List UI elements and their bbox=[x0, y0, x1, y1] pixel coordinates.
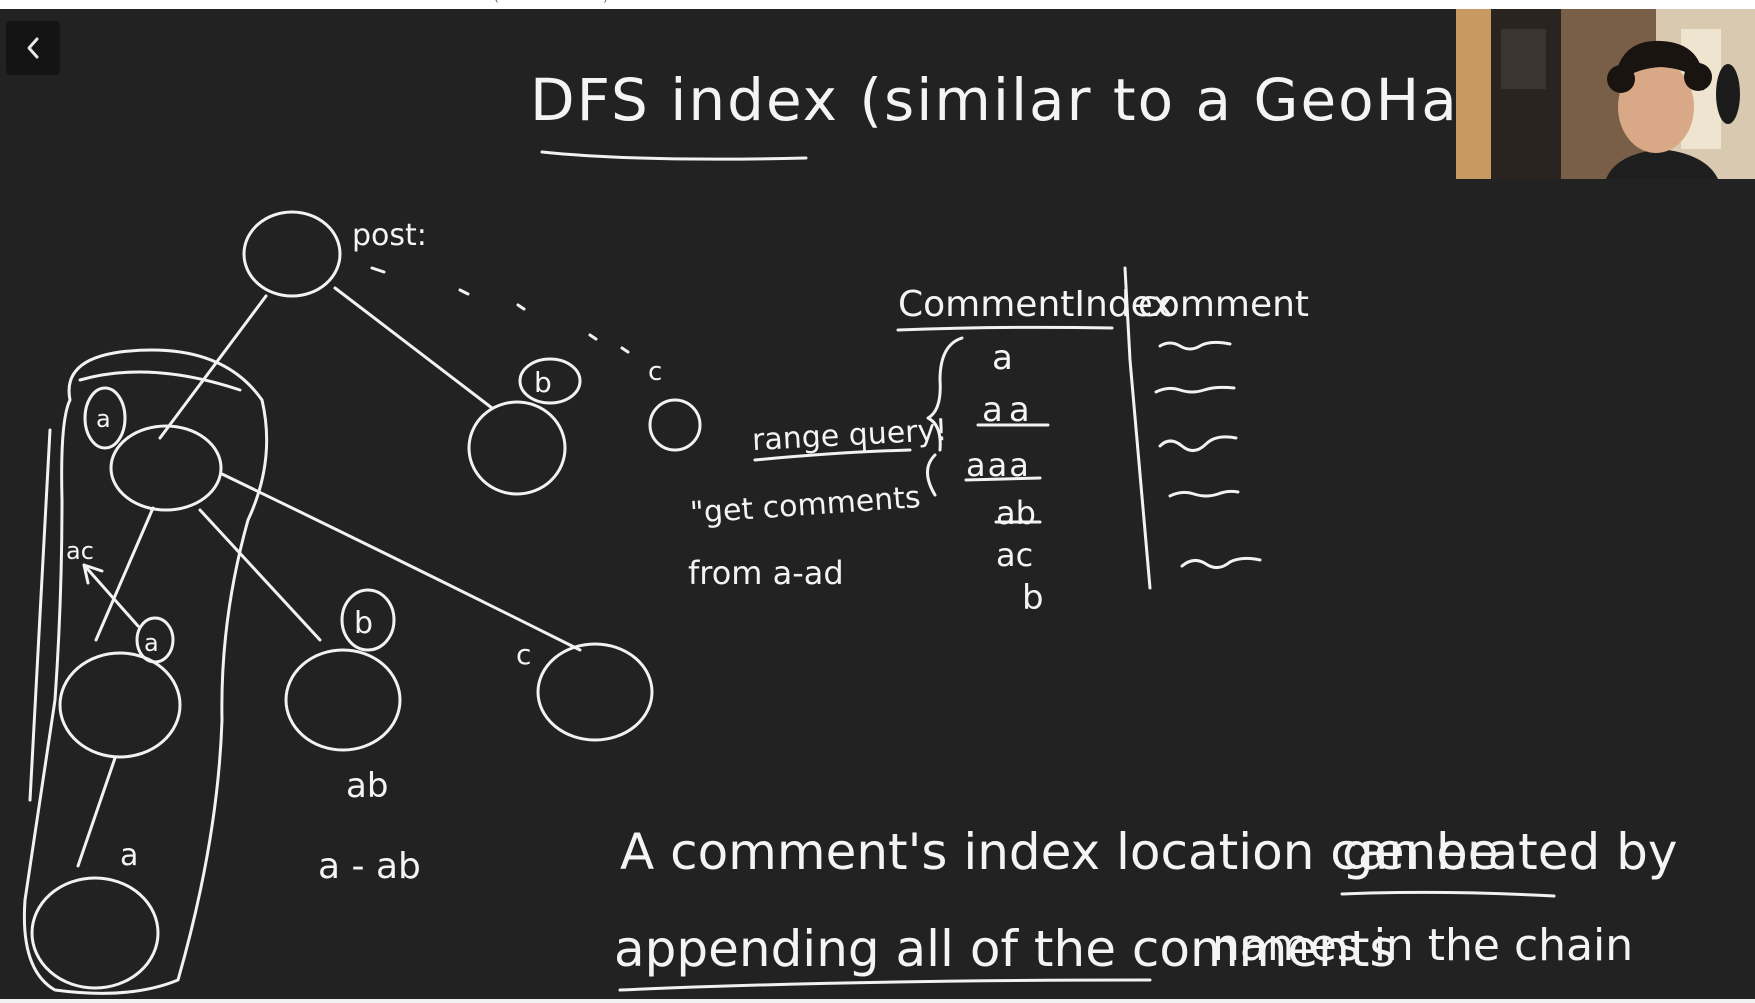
table-header-index: CommentIndex bbox=[898, 287, 1173, 323]
node-aa bbox=[60, 653, 180, 757]
edge-a-ab bbox=[200, 510, 320, 640]
node-aa-label: a bbox=[144, 631, 159, 655]
range-query-line2: from a-ad bbox=[688, 557, 844, 589]
table-row-index: ac bbox=[996, 539, 1033, 571]
node-c-top-label: c bbox=[648, 359, 662, 385]
root-label: post: bbox=[352, 221, 427, 251]
back-button[interactable] bbox=[6, 21, 60, 75]
table-header-comment: comment bbox=[1138, 287, 1309, 323]
node-ab bbox=[286, 650, 400, 750]
a-bottom-label: a bbox=[120, 841, 138, 871]
table-row-index: b bbox=[1022, 581, 1044, 615]
appending-underline bbox=[620, 980, 1150, 990]
comment-squiggle-1 bbox=[1160, 342, 1230, 349]
edge-root-b bbox=[335, 288, 492, 408]
table-row-index: a bbox=[992, 341, 1013, 375]
table-row-index: aaa bbox=[966, 449, 1031, 481]
generated-by-underline bbox=[1342, 892, 1554, 896]
chevron-left-icon bbox=[6, 21, 60, 75]
chain-loop bbox=[24, 350, 266, 993]
node-c-small bbox=[650, 400, 700, 450]
arrow-to-ac bbox=[84, 565, 138, 626]
comment-squiggle-2 bbox=[1156, 387, 1234, 392]
range-bracket-bottom bbox=[928, 455, 936, 495]
note-line2-end: names in the chain bbox=[1212, 924, 1633, 968]
root-dotted-edge bbox=[372, 268, 628, 352]
edge-a-ac bbox=[222, 474, 580, 650]
presenter-video-icon bbox=[1456, 9, 1755, 179]
node-a-label: a bbox=[96, 407, 111, 431]
note-line1-underlined: generated by bbox=[1342, 827, 1677, 877]
node-ab-label: b bbox=[354, 609, 373, 639]
a-ab-range-label: a - ab bbox=[318, 849, 421, 885]
node-aaa bbox=[32, 878, 158, 988]
browser-top-strip: DFS index (similar to a GeoHash!) bbox=[0, 0, 1755, 9]
node-b-label: b bbox=[534, 369, 552, 397]
table-row-index: ab bbox=[996, 497, 1036, 529]
title-underline bbox=[542, 152, 806, 159]
presenter-webcam bbox=[1456, 9, 1755, 179]
root-node bbox=[244, 212, 340, 296]
comment-squiggle-3 bbox=[1160, 437, 1236, 451]
bottom-strip bbox=[0, 999, 1755, 1003]
ab-label: ab bbox=[346, 769, 388, 803]
board-title: DFS index (similar to a GeoHash!) bbox=[530, 71, 1580, 129]
node-b bbox=[469, 402, 565, 494]
window-title-fragment: DFS index (similar to a GeoHash!) bbox=[440, 0, 608, 3]
comment-squiggle-5 bbox=[1182, 558, 1260, 567]
node-ac-label: c bbox=[516, 641, 531, 669]
node-ac bbox=[538, 644, 652, 740]
edge-root-a bbox=[160, 296, 266, 438]
ac-label: ac bbox=[66, 539, 94, 563]
table-header-underline bbox=[898, 327, 1112, 330]
node-a bbox=[111, 426, 221, 510]
edge-aa-aaa bbox=[78, 758, 115, 866]
comment-squiggle-4 bbox=[1170, 491, 1238, 496]
table-row-index: aa bbox=[982, 393, 1036, 427]
